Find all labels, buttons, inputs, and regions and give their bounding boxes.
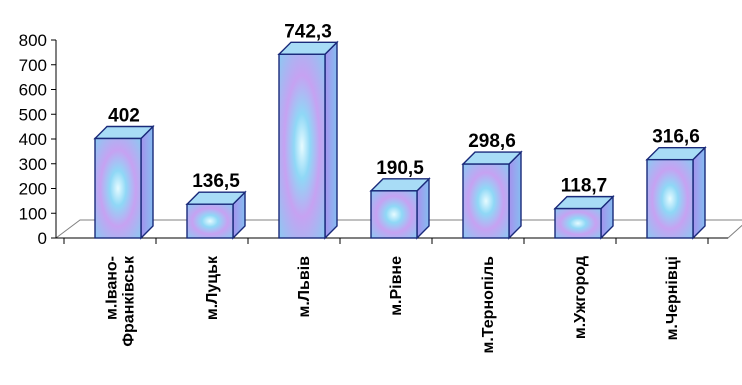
category-label: м.Чернівці (664, 256, 681, 340)
data-label: 742,3 (284, 21, 332, 42)
bar-2 (185, 190, 247, 240)
bar-6 (553, 194, 615, 240)
category-label: м.Рівне (388, 256, 405, 316)
bar-1 (93, 124, 155, 240)
y-tick-label: 200 (19, 180, 47, 199)
category-label-line: м.Тернопіль (480, 256, 497, 354)
bar-side (692, 145, 706, 240)
category-label-line: м.Рівне (388, 256, 405, 316)
bars (93, 40, 707, 240)
bar-front (554, 207, 602, 239)
category-label-line: м.Луцьк (204, 255, 221, 320)
y-tick-label: 700 (19, 56, 47, 75)
bar-side (508, 150, 522, 240)
category-label-line: м.Львів (296, 256, 313, 318)
bar-front (646, 158, 694, 239)
bar-front (278, 53, 326, 239)
category-label: м.Львів (296, 256, 313, 318)
y-tick-label: 0 (38, 229, 47, 248)
category-label-line: м.Чернівці (664, 256, 681, 340)
bar-5 (461, 150, 523, 240)
category-label-line: м.Івано- (104, 256, 121, 320)
y-tick-label: 400 (19, 130, 47, 149)
data-label: 402 (108, 106, 140, 127)
y-tick-label: 500 (19, 105, 47, 124)
bar-front (370, 190, 418, 239)
y-tick-label: 600 (19, 81, 47, 100)
data-label: 136,5 (192, 171, 240, 192)
category-label: м.Луцьк (204, 255, 221, 320)
bar-3 (277, 40, 339, 240)
y-tick-label: 300 (19, 155, 47, 174)
category-label: м.Тернопіль (480, 256, 497, 354)
y-tick-label: 100 (19, 204, 47, 223)
y-tick-label: 800 (19, 31, 47, 50)
category-label: м.Ужгород (572, 256, 589, 339)
bar-4 (369, 177, 431, 240)
bar-front (186, 203, 234, 239)
data-label: 118,7 (561, 176, 608, 197)
bar-front (94, 137, 142, 239)
category-label-line: м.Ужгород (572, 256, 589, 339)
bar-7 (645, 145, 707, 240)
data-label: 190,5 (376, 158, 424, 179)
category-label: м.Івано-Франківськ (104, 255, 138, 347)
bar-side (140, 124, 154, 240)
category-label-line: Франківськ (121, 255, 138, 347)
bar-front (462, 163, 510, 239)
data-label: 298,6 (468, 131, 516, 152)
bar-side (324, 40, 338, 240)
labels: 0 100 200 300 400 500 600 700 800 402 м.Івано-Фран… (19, 21, 700, 353)
data-label: 316,6 (652, 127, 700, 148)
